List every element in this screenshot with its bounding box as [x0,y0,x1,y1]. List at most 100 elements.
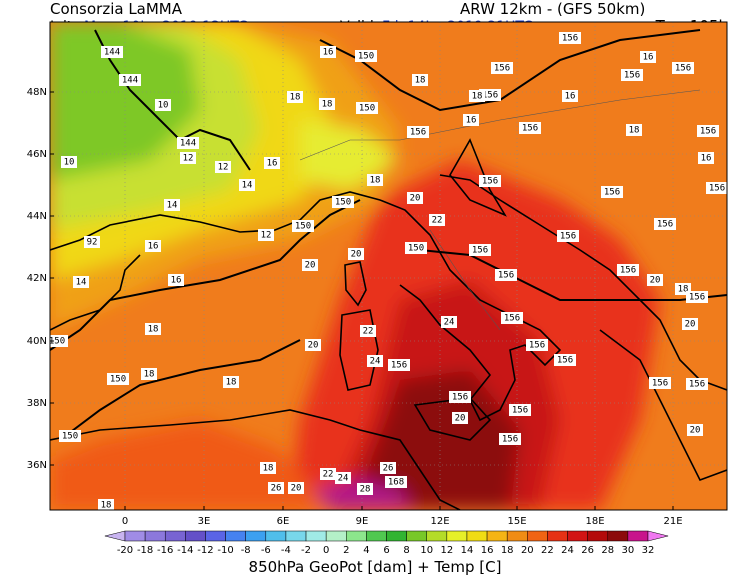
colorbar-box [587,530,609,542]
colorbar-box [567,530,588,542]
contour-label: 18 [415,76,426,86]
contour-label-bg [441,316,457,328]
contour-label-bg [654,218,676,230]
contour-label: 12 [218,163,229,173]
contour-label-bg [698,152,714,164]
colorbar-box [527,530,548,542]
map-frame [49,21,728,511]
contour-label-bg [621,69,643,81]
contour-label: 156 [689,380,705,390]
contour-label: 150 [408,244,424,254]
contour-label-bg [562,90,578,102]
colorbar-label: -6 [261,545,271,556]
contour-label: 156 [391,361,407,371]
coast-adriatic-east [439,174,727,391]
colorbar-box [245,530,267,542]
contour-label-bg [288,482,304,494]
colorbar-label: -10 [217,545,233,556]
colorbar-under [104,530,126,542]
colorbar-label: 18 [501,545,514,556]
contour-label-bg [626,124,642,136]
band-30 [300,480,410,510]
colorbar-box [265,530,287,542]
contour-label-bg [559,32,581,44]
band-10 [50,22,200,180]
coast-corsica [344,261,367,307]
contour-label: 26 [271,484,282,494]
contour-label: 144 [104,48,120,58]
contour-label-bg [449,391,471,403]
contour-label: 20 [351,250,362,260]
contour-label-bg [305,339,321,351]
contour-label: 92 [87,238,98,248]
contour-label: 156 [624,71,640,81]
contour-label: 156 [604,188,620,198]
contour-label: 144 [122,76,138,86]
contour-label-bg [332,196,354,208]
contour-label-bg [215,161,231,173]
contour-label: 20 [305,261,316,271]
contour-label: 156 [504,314,520,324]
lat-label: 40N [27,336,47,347]
colorbar-label: -14 [177,545,193,556]
contour-label-bg [367,174,383,186]
lat-label: 46N [27,149,47,160]
contour-label-bg [407,192,423,204]
colorbar-label: 8 [403,545,409,556]
colorbar-box [285,530,307,542]
contour-label: 156 [689,293,705,303]
coast-sardinia [339,309,379,391]
colorbar-box [386,530,407,542]
contour-label: 156 [675,64,691,74]
colorbar-box [627,530,649,542]
colorbar-over [647,530,669,542]
contour-label-bg [385,476,407,488]
contour-label: 156 [700,127,716,137]
contour-label: 20 [455,414,466,424]
colorbar-box [366,530,387,542]
contour-label-bg [682,318,698,330]
colorbar-label: -2 [301,545,311,556]
contour-label-bg [686,291,708,303]
contour-label: 16 [643,53,654,63]
colorbar-label: -20 [117,545,133,556]
contour-label: 16 [171,276,182,286]
colorbar-box [185,530,206,542]
contour-label-bg [59,430,81,442]
contour-label: 24 [444,318,455,328]
contour-label-bg [429,214,445,226]
contour-label: 156 [557,356,573,366]
contour-label: 18 [678,285,689,295]
lon-label: 0 [122,516,128,527]
contour-label: 16 [148,242,159,252]
coast-adriatic-north [449,138,507,217]
contour-label: 156 [472,246,488,256]
colorbar-box [225,530,246,542]
colorbar-label: 6 [383,545,389,556]
contour-label: 18 [629,126,640,136]
contour-label: 16 [701,154,712,164]
latitude-labels: 48N 46N 44N 42N 40N 38N 36N [27,87,54,471]
contour-label: 156 [562,34,578,44]
contour-label-bg [405,242,427,254]
contour-label-bg [519,122,541,134]
colorbar-label: -18 [137,545,153,556]
lat-label: 36N [27,460,47,471]
contour-label-bg [388,359,410,371]
colorbar-label: 28 [601,545,614,556]
contour-label: 18 [472,92,483,102]
contour-label: 156 [502,435,518,445]
model: ARW 12km - (GFS 50km) [460,0,645,18]
colorbar-label: 30 [622,545,635,556]
colorbar-label: 16 [481,545,494,556]
contour-label-bg [706,182,727,194]
contour-label-bg [463,114,479,126]
contour-label: 12 [261,231,272,241]
contour-label-bg [557,230,579,242]
contour-label: 150 [110,375,126,385]
contour-label: 156 [709,184,725,194]
contour-label-bg [647,274,663,286]
contour-label: 150 [335,198,351,208]
contour-label-bg [687,424,703,436]
